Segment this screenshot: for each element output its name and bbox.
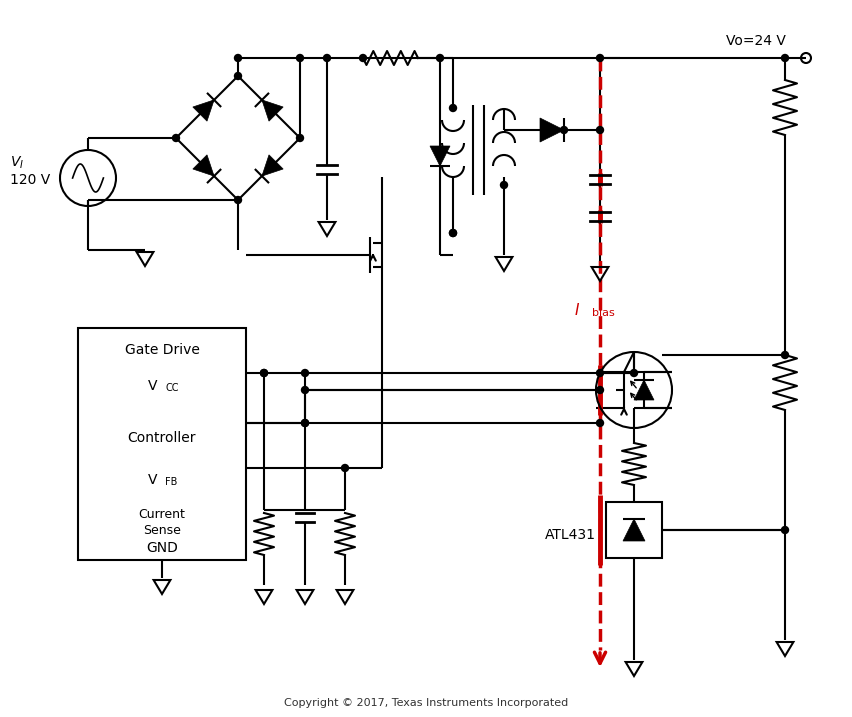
Circle shape [450, 229, 457, 237]
Circle shape [450, 105, 457, 112]
Circle shape [261, 369, 268, 376]
Circle shape [781, 54, 788, 62]
Text: GND: GND [146, 541, 178, 555]
Text: Vo=24 V: Vo=24 V [726, 34, 786, 48]
Text: V: V [147, 379, 157, 393]
Circle shape [596, 126, 603, 133]
Text: ATL431: ATL431 [545, 528, 596, 542]
Polygon shape [262, 100, 283, 121]
Circle shape [234, 196, 241, 204]
Circle shape [596, 369, 603, 376]
Polygon shape [430, 146, 450, 166]
Text: Current
Sense: Current Sense [139, 508, 186, 538]
Circle shape [172, 135, 180, 141]
Circle shape [781, 351, 788, 358]
Circle shape [296, 54, 303, 62]
Circle shape [596, 54, 603, 62]
Polygon shape [193, 155, 214, 176]
Circle shape [324, 54, 331, 62]
Circle shape [596, 386, 603, 394]
Text: FB: FB [165, 477, 177, 487]
Bar [78, 328, 246, 560]
Circle shape [630, 369, 637, 376]
Text: Copyright © 2017, Texas Instruments Incorporated: Copyright © 2017, Texas Instruments Inco… [284, 698, 568, 708]
Circle shape [302, 386, 308, 394]
Circle shape [596, 419, 603, 427]
Polygon shape [623, 519, 645, 541]
Circle shape [342, 465, 348, 472]
Bar [606, 502, 662, 558]
Circle shape [781, 526, 788, 533]
Circle shape [302, 369, 308, 376]
Circle shape [261, 369, 268, 376]
Circle shape [234, 54, 241, 62]
Text: Gate Drive: Gate Drive [124, 343, 199, 357]
Circle shape [450, 229, 457, 237]
Text: CC: CC [165, 383, 179, 393]
Text: V: V [147, 473, 157, 487]
Text: $I$: $I$ [574, 302, 580, 318]
Circle shape [302, 419, 308, 427]
Circle shape [302, 419, 308, 427]
Circle shape [436, 54, 444, 62]
Text: $V_I$: $V_I$ [10, 155, 24, 171]
Polygon shape [634, 380, 654, 400]
Circle shape [500, 181, 508, 189]
Circle shape [234, 72, 241, 80]
Text: Controller: Controller [128, 431, 196, 445]
Circle shape [360, 54, 366, 62]
Polygon shape [262, 155, 283, 176]
Polygon shape [193, 100, 214, 121]
Circle shape [296, 135, 303, 141]
Text: bias: bias [592, 308, 615, 318]
Polygon shape [540, 118, 564, 142]
Text: 120 V: 120 V [10, 173, 50, 187]
Circle shape [561, 126, 567, 133]
